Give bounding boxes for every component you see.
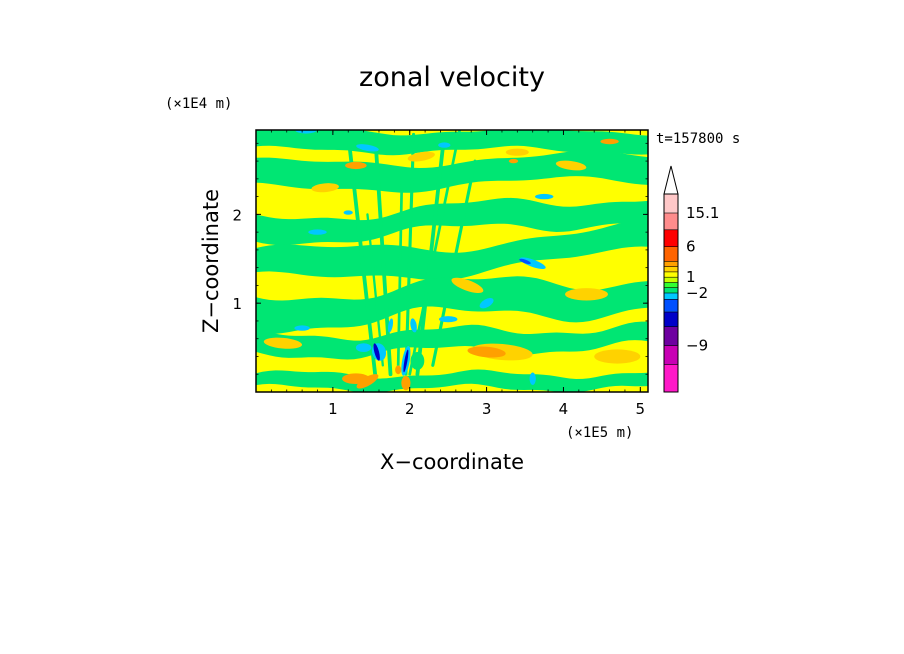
- plume-streak: [404, 132, 416, 376]
- field-patch: [295, 130, 317, 134]
- colorbar-segment: [664, 266, 678, 272]
- x-tick-label: 4: [559, 400, 569, 418]
- plot-frame: [255, 129, 649, 393]
- negative-band: [256, 321, 648, 360]
- x-tick-label: 2: [405, 400, 415, 418]
- field-patch: [508, 158, 519, 164]
- field-patch: [343, 210, 353, 215]
- negative-band: [256, 276, 648, 335]
- negative-band: [256, 218, 648, 281]
- field-patch: [403, 349, 409, 373]
- field-patch: [529, 372, 536, 385]
- colorbar-segment: [664, 282, 678, 288]
- plume-streak: [396, 168, 404, 367]
- field-patch: [356, 374, 379, 389]
- colorbar-segment: [664, 312, 678, 327]
- colorbar-label: −2: [686, 284, 708, 302]
- plume-streak: [366, 213, 384, 367]
- field-patch: [308, 229, 327, 235]
- colorbar-segment: [664, 271, 678, 278]
- negative-band: [256, 130, 648, 156]
- negative-band: [256, 197, 648, 246]
- colorbar-segment: [664, 299, 678, 312]
- chart-title: zonal velocity: [359, 62, 545, 93]
- colorbar-segment: [664, 261, 678, 267]
- time-label: t=157800 s: [656, 131, 740, 147]
- field-patch: [451, 277, 484, 294]
- field-patch: [263, 337, 303, 349]
- field-patch: [355, 343, 372, 352]
- field-patch: [479, 298, 494, 309]
- plume-streak: [408, 130, 462, 376]
- field-patch: [311, 183, 339, 193]
- colorbar-segment: [664, 293, 678, 300]
- field-patch: [438, 142, 451, 148]
- colorbar: 15.1 6 1−2 −9: [663, 165, 719, 393]
- x-tick-label: 5: [636, 400, 646, 418]
- x-axis-ticks: 1 2 3 4 5: [270, 130, 646, 418]
- y-unit-label: (×1E4 m): [165, 96, 232, 112]
- colorbar-segment: [664, 246, 678, 262]
- field-patch: [373, 343, 380, 361]
- plume-streak: [415, 132, 447, 377]
- field-patch: [410, 318, 417, 333]
- field-patch: [407, 151, 435, 162]
- field-patch: [467, 346, 506, 358]
- field-patch: [294, 325, 310, 331]
- colorbar-segment: [664, 194, 678, 213]
- field-patch: [401, 376, 411, 391]
- negative-band: [256, 369, 648, 392]
- field-patch: [395, 365, 402, 375]
- colorbar-extend-arrow: [663, 165, 679, 195]
- y-axis-ticks: 12: [232, 142, 648, 375]
- field-patch: [505, 148, 529, 156]
- colorbar-segment: [664, 213, 678, 230]
- plume-streak: [373, 132, 393, 377]
- colorbar-segment: [664, 229, 678, 247]
- field-patch: [594, 349, 641, 364]
- colorbar-label: 6: [686, 238, 696, 256]
- colorbar-label: 1: [686, 268, 696, 286]
- colorbar-label: −9: [686, 337, 708, 355]
- x-tick-label: 3: [482, 400, 492, 418]
- colorbar-segment: [664, 345, 678, 365]
- plume-streak: [346, 132, 378, 377]
- colorbar-segment: [664, 277, 678, 283]
- colorbar-segment: [664, 287, 678, 293]
- field-patch: [439, 316, 458, 323]
- field-patch: [387, 318, 394, 333]
- field-patch: [555, 160, 587, 171]
- y-tick-label: 2: [232, 206, 242, 224]
- field-patch: [410, 352, 425, 370]
- colorbar-segment: [664, 326, 678, 346]
- field-patch: [356, 144, 379, 152]
- x-unit-label: (×1E5 m): [566, 425, 633, 441]
- velocity-field: [256, 130, 648, 392]
- plume-streak: [431, 159, 477, 367]
- x-tick-label: 1: [328, 400, 338, 418]
- y-axis-label: Z−coordinate: [199, 189, 223, 333]
- field-patch: [345, 161, 367, 170]
- field-patch: [535, 193, 554, 200]
- field-patch: [519, 258, 531, 265]
- colorbar-segment: [664, 364, 678, 392]
- field-patch: [565, 288, 608, 301]
- colorbar-label: 15.1: [686, 204, 719, 222]
- x-axis-label: X−coordinate: [380, 450, 524, 474]
- field-patch: [600, 138, 619, 145]
- y-tick-label: 1: [232, 295, 242, 313]
